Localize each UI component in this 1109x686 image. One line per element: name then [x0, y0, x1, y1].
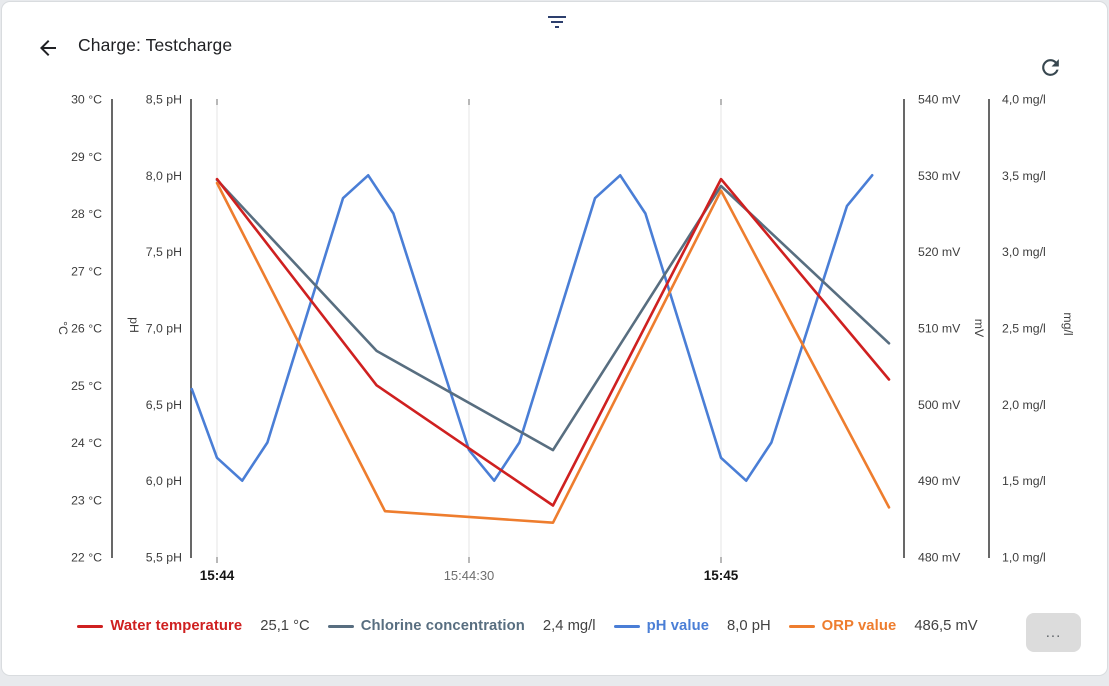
y-tick-label-temp: 24 °C	[71, 436, 102, 450]
arrow-back-icon	[40, 40, 56, 56]
legend-item-ph-value[interactable]: pH value 8,0 pH	[613, 618, 771, 634]
y-tick-label-mv: 490 mV	[918, 474, 961, 488]
y-tick-label-temp: 27 °C	[71, 264, 102, 278]
y-tick-label-ph: 8,5 pH	[146, 93, 182, 107]
y-tick-label-mv: 530 mV	[918, 169, 961, 183]
legend-label: pH value	[646, 618, 710, 634]
legend-item-orp-value[interactable]: ORP value 486,5 mV	[788, 618, 978, 634]
y-tick-label-temp: 25 °C	[71, 379, 102, 393]
legend-label: ORP value	[821, 618, 897, 634]
legend-label: Chlorine concentration	[360, 618, 525, 634]
y-tick-label-temp: 29 °C	[71, 150, 102, 164]
legend-current-value: 8,0 pH	[727, 618, 771, 634]
legend-item-chlorine-concentration[interactable]: Chlorine concentration 2,4 mg/l	[327, 618, 596, 634]
legend-dash-icon	[327, 624, 354, 628]
y-tick-label-mgl: 2,0 mg/l	[1002, 398, 1046, 412]
y-tick-label-ph: 5,5 pH	[146, 551, 182, 565]
y-tick-label-ph: 7,5 pH	[146, 245, 182, 259]
chart-legend: Water temperature 25,1 °C Chlorine concent…	[50, 606, 1005, 646]
y-tick-label-mgl: 4,0 mg/l	[1002, 93, 1046, 107]
y-tick-label-temp: 30 °C	[71, 93, 102, 107]
legend-current-value: 486,5 mV	[914, 618, 978, 634]
legend-dash-icon	[613, 624, 640, 628]
y-tick-label-ph: 7,0 pH	[146, 322, 182, 336]
y-tick-label-mv: 500 mV	[918, 398, 961, 412]
series-line-ph-value	[190, 174, 874, 483]
series-line-orp-value	[215, 181, 891, 525]
y-tick-label-temp: 28 °C	[71, 207, 102, 221]
x-tick-label: 15:44	[200, 568, 235, 583]
series-line-chlorine-concentration	[215, 178, 891, 452]
y-tick-label-temp: 26 °C	[71, 322, 102, 336]
y-tick-label-mgl: 2,5 mg/l	[1002, 322, 1046, 336]
y-tick-label-ph: 8,0 pH	[146, 169, 182, 183]
legend-current-value: 2,4 mg/l	[542, 618, 596, 634]
legend-current-value: 25,1 °C	[260, 618, 310, 634]
y-axis-unit-mgl: mg/l	[1061, 312, 1075, 335]
y-tick-label-mgl: 3,5 mg/l	[1002, 169, 1046, 183]
y-tick-label-mv: 510 mV	[918, 322, 961, 336]
y-axis-unit-temp: °C	[56, 321, 70, 335]
y-tick-label-mv: 540 mV	[918, 93, 961, 107]
y-axis-unit-ph: pH	[127, 317, 141, 333]
filter-list-icon	[548, 16, 566, 28]
legend-item-water-temperature[interactable]: Water temperature 25,1 °C	[77, 618, 310, 634]
y-tick-label-ph: 6,0 pH	[146, 474, 182, 488]
legend-dash-icon	[77, 624, 104, 628]
series-line-water-temperature	[215, 177, 891, 507]
x-tick-label: 15:45	[704, 568, 739, 583]
x-tick-label: 15:44:30	[444, 568, 495, 583]
y-tick-label-mv: 480 mV	[918, 551, 961, 565]
y-tick-label-ph: 6,5 pH	[146, 398, 182, 412]
y-tick-label-mgl: 3,0 mg/l	[1002, 245, 1046, 259]
y-tick-label-temp: 22 °C	[71, 551, 102, 565]
y-tick-label-mv: 520 mV	[918, 245, 961, 259]
page-title: Charge: Testcharge	[78, 35, 233, 55]
filter-button[interactable]	[543, 8, 571, 36]
y-tick-label-temp: 23 °C	[71, 493, 102, 507]
legend-overflow-button[interactable]: ...	[1026, 613, 1081, 652]
legend-label: Water temperature	[110, 618, 243, 634]
chart-plot-area: 15:44 15:44:30 15:45 30 °C 29 °C 28 °C 27 °C 26…	[56, 93, 1075, 584]
legend-dash-icon	[788, 624, 815, 628]
y-tick-label-mgl: 1,0 mg/l	[1002, 551, 1046, 565]
y-tick-label-mgl: 1,5 mg/l	[1002, 474, 1046, 488]
y-axis-unit-mv: mV	[972, 319, 986, 338]
back-button[interactable]	[33, 34, 63, 64]
